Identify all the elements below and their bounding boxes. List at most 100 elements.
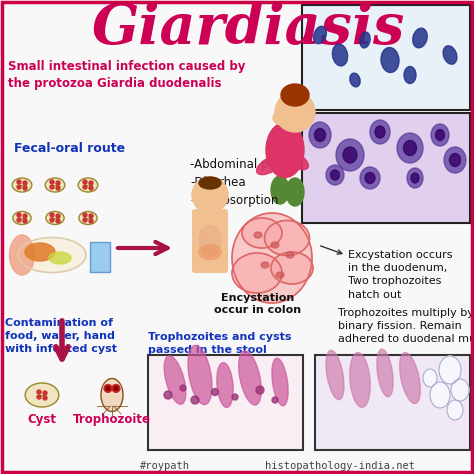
Circle shape xyxy=(114,386,118,391)
Ellipse shape xyxy=(232,213,312,303)
Ellipse shape xyxy=(199,245,221,259)
Ellipse shape xyxy=(25,383,59,407)
Ellipse shape xyxy=(286,178,304,206)
Ellipse shape xyxy=(350,73,360,87)
FancyBboxPatch shape xyxy=(148,355,303,450)
Ellipse shape xyxy=(18,237,86,273)
Ellipse shape xyxy=(45,178,65,192)
Ellipse shape xyxy=(9,235,35,275)
Circle shape xyxy=(23,186,27,190)
Circle shape xyxy=(106,386,110,391)
Text: Contamination of
food, water, hand
with infected cyst: Contamination of food, water, hand with … xyxy=(5,318,117,355)
Ellipse shape xyxy=(370,120,390,144)
Ellipse shape xyxy=(436,129,445,140)
Ellipse shape xyxy=(365,173,375,183)
Ellipse shape xyxy=(314,26,327,44)
Ellipse shape xyxy=(447,400,463,420)
Circle shape xyxy=(43,396,47,400)
Text: histopathology-india.net: histopathology-india.net xyxy=(265,461,415,471)
Ellipse shape xyxy=(413,28,427,48)
Circle shape xyxy=(112,384,120,392)
FancyBboxPatch shape xyxy=(302,5,470,110)
Circle shape xyxy=(83,180,87,184)
Circle shape xyxy=(17,213,21,217)
Ellipse shape xyxy=(336,139,364,171)
Circle shape xyxy=(50,180,54,184)
Circle shape xyxy=(56,186,60,190)
Ellipse shape xyxy=(101,379,123,411)
Ellipse shape xyxy=(403,140,417,155)
Ellipse shape xyxy=(217,363,233,408)
Ellipse shape xyxy=(202,247,218,257)
Ellipse shape xyxy=(266,122,304,177)
Ellipse shape xyxy=(271,176,289,204)
Ellipse shape xyxy=(332,44,347,66)
Circle shape xyxy=(37,390,41,394)
Circle shape xyxy=(23,219,27,223)
Ellipse shape xyxy=(271,242,279,248)
Circle shape xyxy=(256,386,264,394)
Text: Trophozoites multiply by
binary fission. Remain
adhered to duodenal mucosa: Trophozoites multiply by binary fission.… xyxy=(338,308,474,345)
Ellipse shape xyxy=(330,170,339,180)
Ellipse shape xyxy=(276,272,284,278)
Ellipse shape xyxy=(326,165,344,185)
Ellipse shape xyxy=(242,218,282,248)
FancyBboxPatch shape xyxy=(192,209,228,273)
Ellipse shape xyxy=(49,252,71,264)
Ellipse shape xyxy=(309,122,331,148)
Circle shape xyxy=(104,384,112,392)
Circle shape xyxy=(17,218,21,222)
Ellipse shape xyxy=(261,262,269,268)
Ellipse shape xyxy=(375,126,385,138)
Circle shape xyxy=(50,185,54,189)
Ellipse shape xyxy=(25,243,55,261)
FancyBboxPatch shape xyxy=(302,113,470,223)
Circle shape xyxy=(275,92,315,132)
Text: -Abdominal pain
-Diarrhea
-Malabsorption: -Abdominal pain -Diarrhea -Malabsorption xyxy=(190,158,287,207)
Ellipse shape xyxy=(199,177,221,189)
Circle shape xyxy=(17,180,21,184)
Ellipse shape xyxy=(360,167,380,189)
Ellipse shape xyxy=(315,128,326,142)
Ellipse shape xyxy=(350,353,370,408)
Circle shape xyxy=(56,181,60,185)
Circle shape xyxy=(103,384,112,393)
Circle shape xyxy=(89,214,93,218)
Text: Small intestinal infection caused by
the protozoa Giardia duodenalis: Small intestinal infection caused by the… xyxy=(8,60,246,90)
Ellipse shape xyxy=(264,220,310,255)
Circle shape xyxy=(23,181,27,185)
Circle shape xyxy=(50,218,54,222)
Text: Trophozoite: Trophozoite xyxy=(73,413,151,427)
Circle shape xyxy=(164,391,172,399)
Ellipse shape xyxy=(411,173,419,183)
Circle shape xyxy=(17,185,21,189)
Circle shape xyxy=(191,396,199,404)
Ellipse shape xyxy=(78,178,98,192)
Text: Giardiasis: Giardiasis xyxy=(91,0,405,55)
Ellipse shape xyxy=(326,350,344,400)
Circle shape xyxy=(89,186,93,190)
Ellipse shape xyxy=(164,356,186,404)
Text: Fecal-oral route: Fecal-oral route xyxy=(14,142,126,155)
Ellipse shape xyxy=(239,351,261,405)
Ellipse shape xyxy=(407,168,423,188)
Ellipse shape xyxy=(272,358,288,406)
Ellipse shape xyxy=(360,32,370,48)
Ellipse shape xyxy=(451,379,469,401)
Text: Excystation occurs
in the duodenum,
Two trophozoites
hatch out: Excystation occurs in the duodenum, Two … xyxy=(348,250,453,300)
Circle shape xyxy=(192,177,228,213)
Ellipse shape xyxy=(431,124,449,146)
Ellipse shape xyxy=(449,154,461,166)
Ellipse shape xyxy=(423,369,437,387)
Ellipse shape xyxy=(404,66,416,83)
Ellipse shape xyxy=(273,111,291,125)
Ellipse shape xyxy=(271,252,313,284)
Circle shape xyxy=(37,395,41,399)
Circle shape xyxy=(23,214,27,218)
Circle shape xyxy=(211,389,219,395)
Circle shape xyxy=(232,394,238,400)
Ellipse shape xyxy=(281,84,309,106)
Circle shape xyxy=(89,219,93,223)
Ellipse shape xyxy=(188,346,212,405)
Circle shape xyxy=(56,219,60,223)
